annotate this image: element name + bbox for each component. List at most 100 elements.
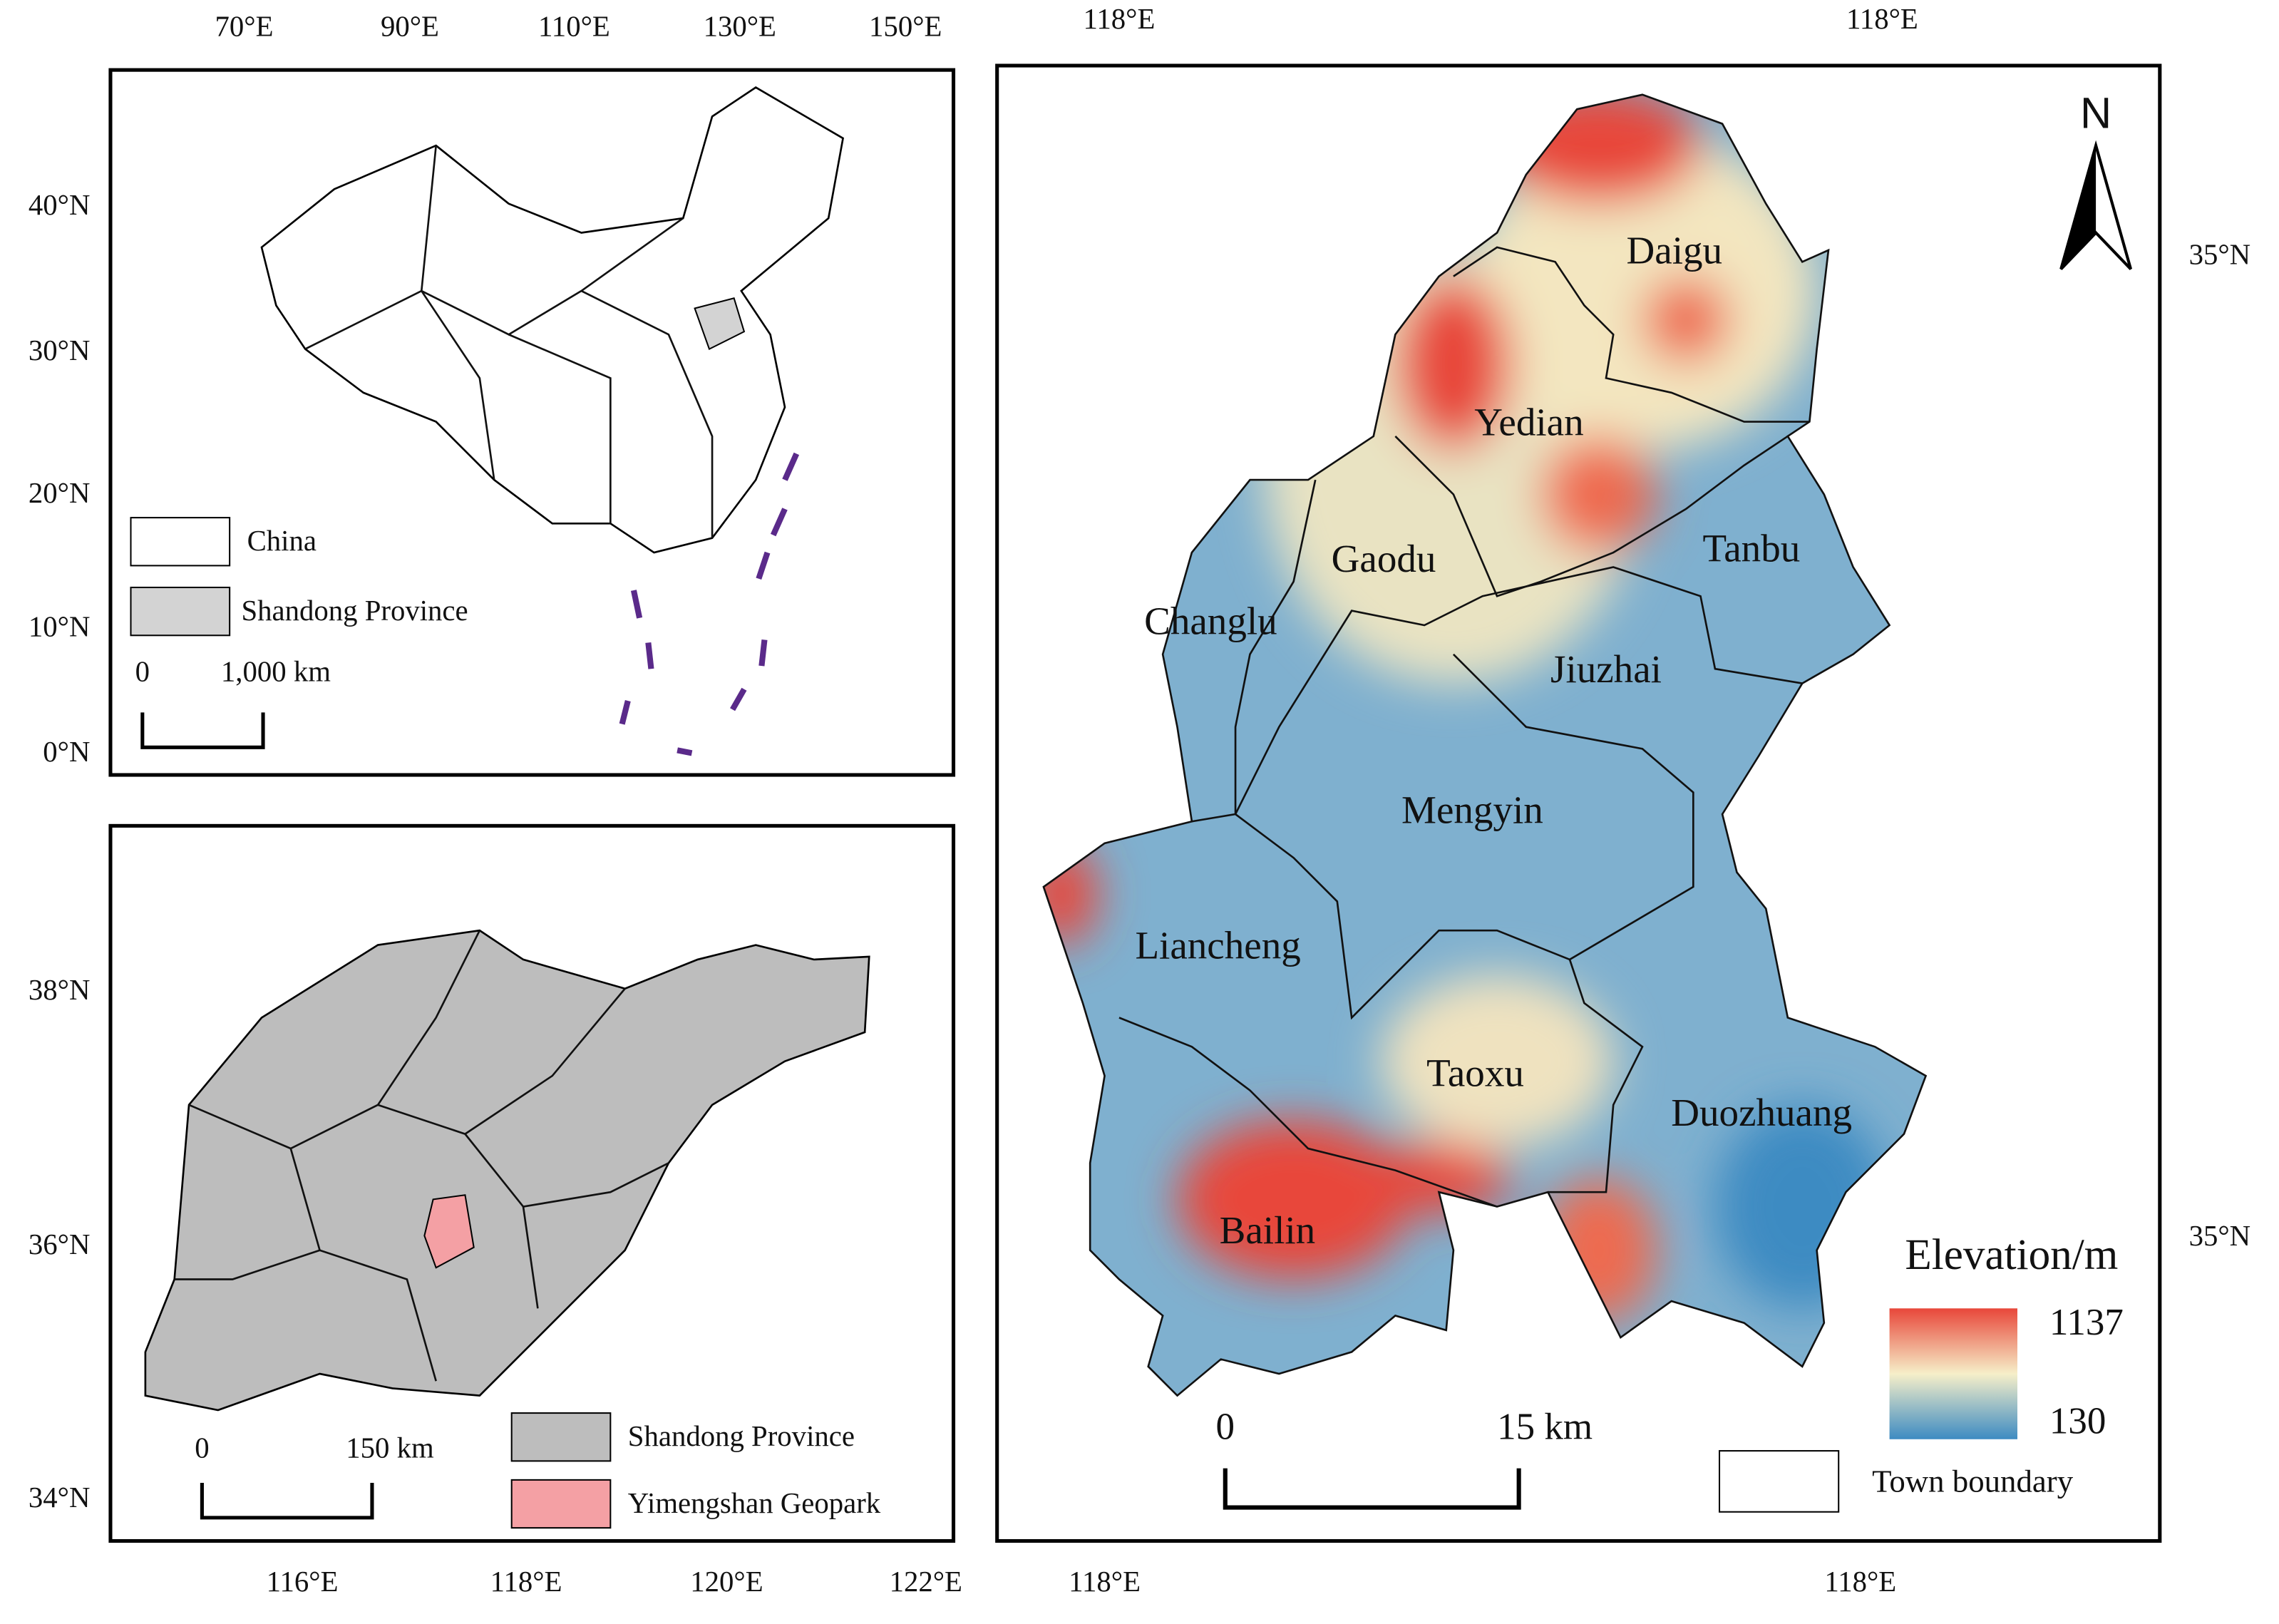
raster-patch — [1468, 130, 1817, 451]
scale-label: 150 km — [346, 1432, 434, 1464]
legend-title: Elevation/m — [1905, 1230, 2118, 1279]
city-boundary — [522, 1206, 539, 1309]
raster-patch — [1177, 1119, 1410, 1280]
town-boundary — [1118, 1017, 1498, 1208]
legend-swatch — [510, 1412, 612, 1462]
x-tick-label: 70°E — [215, 10, 274, 42]
scale-label: 15 km — [1497, 1407, 1593, 1448]
city-boundary — [464, 1133, 669, 1208]
elevation-raster — [1043, 94, 1926, 1396]
province-boundary — [508, 334, 612, 524]
bottom-tick-label: 118°E — [1069, 1566, 1141, 1598]
x-tick-label: 122°E — [890, 1566, 962, 1598]
top-tick-label: 118°E — [1846, 3, 1918, 35]
raster-patch — [1642, 276, 1730, 364]
geopark-highlight — [423, 1194, 475, 1269]
legend-label: Town boundary — [1872, 1463, 2074, 1499]
raster-patch — [1043, 843, 1098, 945]
town-label: Gaodu — [1332, 537, 1436, 580]
china-panel: China Shandong Province 0 1,000 km 70°E … — [29, 10, 956, 777]
y-tick-label: 34°N — [29, 1481, 91, 1513]
y-tick-label: 10°N — [29, 610, 91, 642]
province-boundary — [304, 289, 495, 480]
town-label: Taoxu — [1426, 1052, 1524, 1095]
scale-bar — [140, 712, 265, 749]
legend-label: Shandong Province — [241, 595, 468, 627]
elevation-ramp — [1889, 1308, 2017, 1439]
city-boundary — [174, 1148, 321, 1280]
shandong-panel: Shandong Province Yimengshan Geopark 0 1… — [29, 823, 962, 1598]
town-boundary — [1548, 959, 1644, 1193]
raster-patch — [1380, 974, 1614, 1149]
y-tick-label: 38°N — [29, 974, 91, 1006]
x-tick-label: 90°E — [381, 10, 439, 42]
x-tick-label: 130°E — [704, 10, 776, 42]
right-tick-label: 35°N — [2189, 1220, 2251, 1252]
legend-label: China — [247, 525, 317, 557]
town-label: Changlu — [1144, 600, 1277, 643]
shandong-highlight — [694, 297, 746, 351]
city-boundary — [377, 987, 626, 1136]
y-tick-label: 36°N — [29, 1228, 91, 1260]
frame — [995, 63, 2162, 1543]
frame — [108, 68, 956, 777]
legend-swatch — [130, 517, 231, 567]
north-label: N — [2080, 89, 2111, 138]
raster-patch — [1366, 1141, 1512, 1214]
shandong-outline — [144, 929, 870, 1412]
y-tick-label: 0°N — [43, 736, 90, 768]
raster-patch — [1714, 1104, 1890, 1309]
frame — [108, 823, 956, 1543]
province-boundary — [580, 289, 714, 538]
bottom-tick-label: 118°E — [1824, 1566, 1896, 1598]
town-label: Duozhuang — [1671, 1091, 1852, 1134]
legend-max: 1137 — [2049, 1302, 2124, 1343]
town-label: Mengyin — [1401, 788, 1543, 832]
legend-min: 130 — [2049, 1401, 2106, 1442]
raster-patch — [1395, 276, 1512, 451]
x-tick-label: 110°E — [538, 10, 610, 42]
right-tick-label: 35°N — [2189, 239, 2251, 271]
town-label: Bailin — [1220, 1208, 1316, 1252]
y-tick-label: 20°N — [29, 477, 91, 509]
town-label: Jiuzhai — [1550, 647, 1662, 691]
town-label: Yedian — [1474, 400, 1583, 443]
x-tick-label: 118°E — [490, 1566, 562, 1598]
town-label: Daigu — [1627, 229, 1723, 272]
town-label: Liancheng — [1135, 923, 1300, 967]
town-boundary — [1394, 435, 1789, 597]
raster-patch — [1540, 1177, 1657, 1323]
legend-swatch — [510, 1479, 612, 1529]
y-tick-label: 40°N — [29, 189, 91, 221]
scale-label: 0 — [1216, 1407, 1235, 1448]
raster-highlands — [1043, 94, 1890, 1323]
town-label: Tanbu — [1702, 527, 1800, 570]
scale-label: 0 — [135, 656, 150, 688]
x-tick-label: 116°E — [267, 1566, 339, 1598]
scale-label: 0 — [195, 1432, 209, 1464]
legend-label: Yimengshan Geopark — [628, 1487, 881, 1519]
dashed-line — [619, 452, 800, 756]
legend-swatch — [1719, 1450, 1840, 1513]
north-arrow-half — [2061, 145, 2097, 269]
scale-bar — [1223, 1468, 1521, 1510]
town-boundary — [1235, 653, 1694, 1020]
x-tick-label: 120°E — [690, 1566, 763, 1598]
y-tick-label: 30°N — [29, 334, 91, 366]
legend-label: Shandong Province — [628, 1420, 855, 1452]
town-boundary — [1453, 246, 1810, 423]
geopark-panel: Daigu Yedian Gaodu Tanbu Changlu Jiuzhai… — [995, 3, 2251, 1598]
x-tick-label: 150°E — [869, 10, 942, 42]
town-boundary — [1191, 479, 1317, 823]
china-outline — [260, 86, 845, 554]
city-boundary — [319, 1249, 437, 1382]
scale-label: 1,000 km — [221, 656, 331, 688]
top-tick-label: 118°E — [1084, 3, 1156, 35]
scale-bar — [200, 1482, 374, 1520]
raster-patch — [1540, 436, 1657, 553]
town-boundary — [1234, 566, 1803, 815]
legend-swatch — [130, 586, 231, 637]
